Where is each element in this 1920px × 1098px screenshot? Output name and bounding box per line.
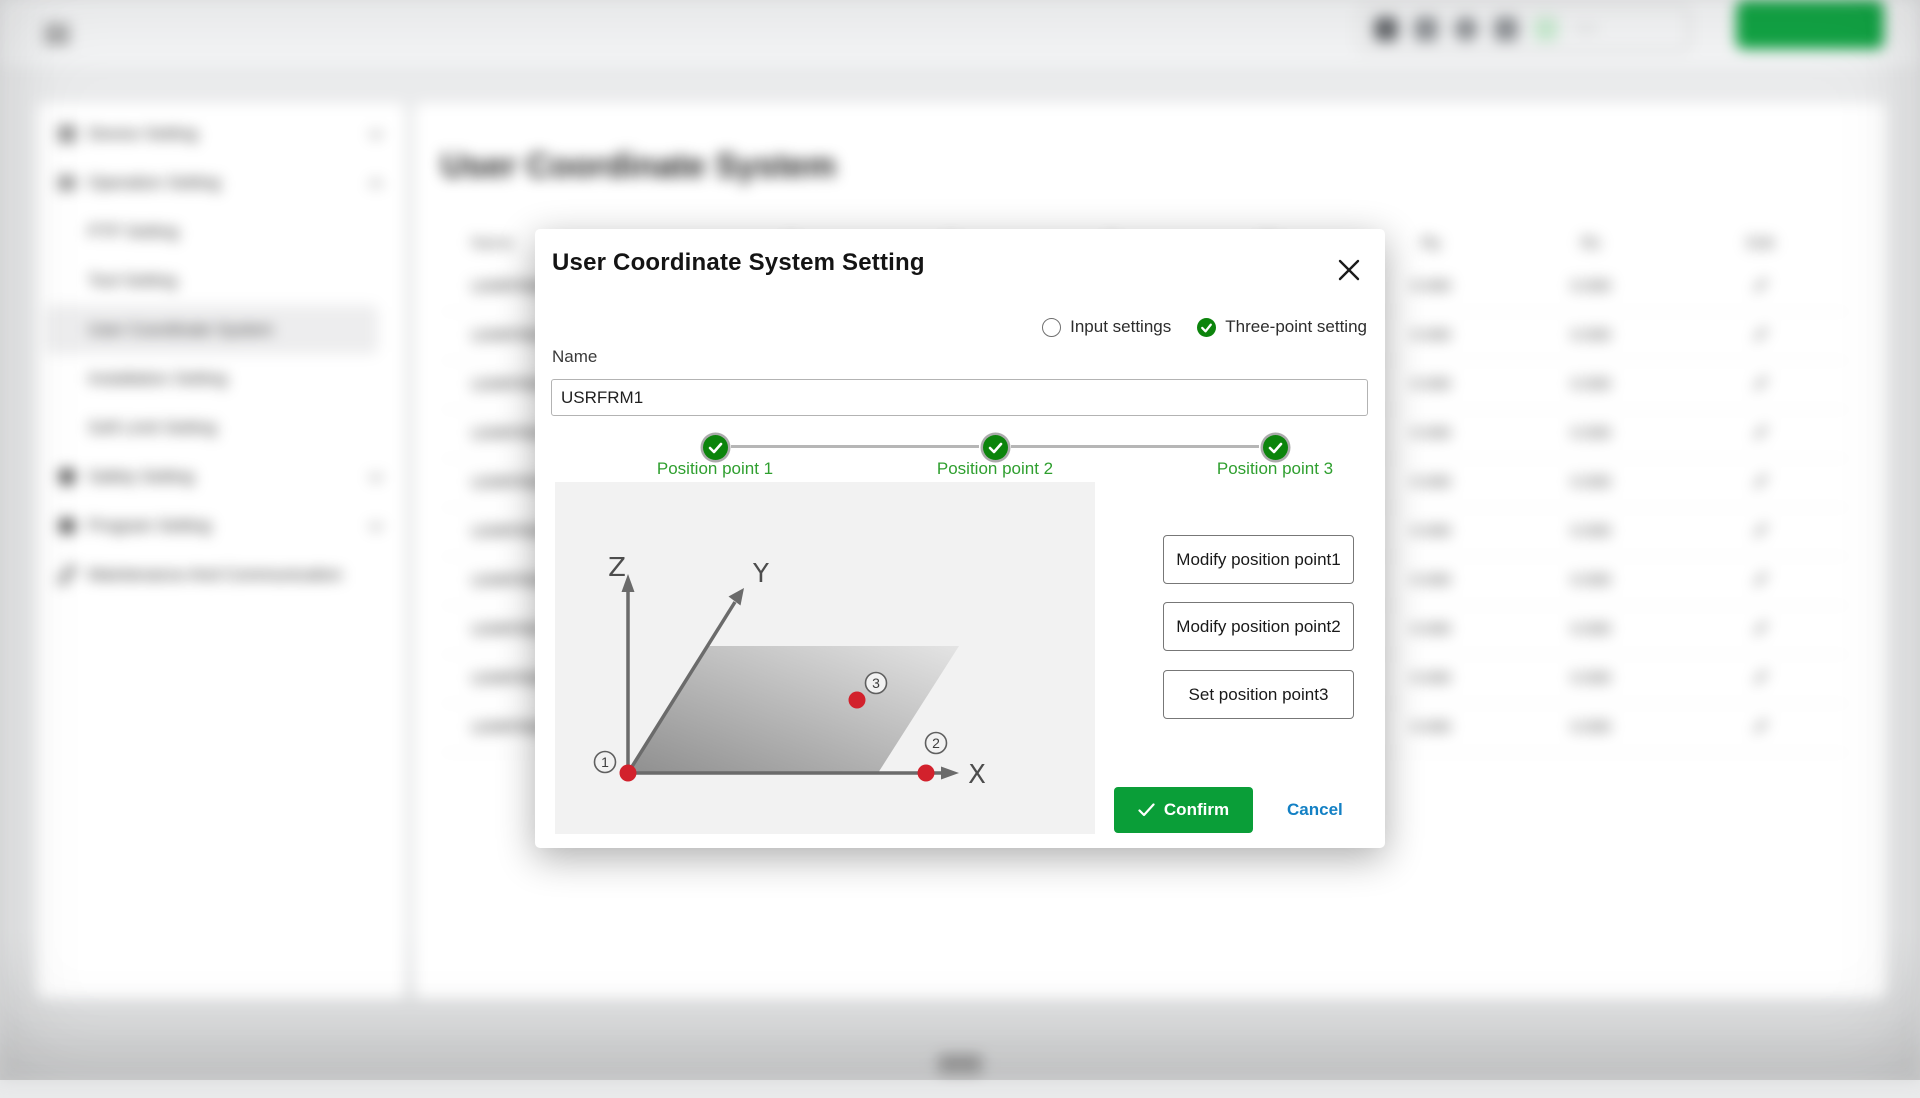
edit-pencil-icon[interactable]: [1751, 618, 1771, 643]
z-axis-label: Z: [608, 553, 626, 583]
robot-status-icon[interactable]: [1374, 16, 1398, 41]
plane-shape: [628, 646, 959, 773]
chevron-down-icon: [369, 124, 383, 144]
device-icon: [56, 123, 78, 145]
sidebar-item-user-coordinate-system[interactable]: User Coordinate System: [46, 305, 378, 354]
point-3-badge: [864, 671, 888, 695]
sidebar-item-tool-setting[interactable]: Tool Setting: [88, 270, 177, 290]
edit-pencil-icon[interactable]: [1751, 520, 1771, 545]
page-title: User Coordinate System: [441, 147, 836, 185]
edit-pencil-icon[interactable]: [1751, 373, 1771, 398]
radio-three-point-setting[interactable]: Three-point setting: [1197, 317, 1367, 337]
y-axis-label: Y: [752, 559, 769, 589]
point-1-badge: [593, 750, 617, 774]
x-axis-label: X: [968, 760, 986, 790]
edit-pencil-icon[interactable]: [1751, 275, 1771, 300]
setting-mode-radios: Input settings Three-point setting: [1042, 317, 1367, 337]
sidebar-item-label: Operation Setting: [88, 172, 221, 192]
point-3-dot: [848, 691, 866, 709]
tool-icon[interactable]: [1414, 16, 1438, 41]
cube-icon: [56, 515, 78, 537]
hamburger-menu-icon[interactable]: [44, 25, 70, 45]
check-icon: [1138, 803, 1155, 817]
edit-pencil-icon[interactable]: [1751, 569, 1771, 594]
sidebar: Device Setting Operation Setting PTP Set…: [37, 103, 405, 998]
sliders-icon: [56, 172, 78, 194]
edit-pencil-icon[interactable]: [1751, 471, 1771, 496]
point-2-badge: [924, 731, 948, 755]
point-1-number: 1: [601, 754, 609, 770]
step-2-label: Position point 2: [936, 459, 1054, 478]
coordinate-diagram: Z Y X 1 2 3: [593, 553, 986, 790]
step-1-check-icon: [703, 435, 728, 460]
cancel-button[interactable]: Cancel: [1287, 800, 1343, 819]
dialog-title: User Coordinate System Setting: [552, 249, 925, 276]
name-label: Name: [552, 347, 598, 366]
diagram-panel: Z Y X 1 2 3: [555, 482, 1095, 834]
confirm-button[interactable]: Confirm: [1114, 787, 1253, 833]
edit-pencil-icon[interactable]: [1751, 422, 1771, 447]
step-3-label: Position point 3: [1216, 459, 1334, 478]
modify-position-point1-button[interactable]: Modify position point1: [1163, 535, 1354, 584]
more-options-icon[interactable]: ⋯: [1574, 14, 1599, 42]
set-position-point3-button[interactable]: Set position point3: [1163, 670, 1354, 719]
radio-circle-icon: [1042, 317, 1062, 337]
shield-icon: [56, 466, 78, 488]
sidebar-item-maintenance[interactable]: Maintenance And Communication: [37, 550, 405, 599]
point-2-number: 2: [932, 735, 940, 751]
step-2-check-icon: [983, 435, 1008, 460]
user-coordinate-system-setting-dialog: User Coordinate System Setting Input set…: [535, 229, 1385, 848]
coordinate-icon[interactable]: [1494, 16, 1518, 41]
radio-label: Three-point setting: [1225, 317, 1367, 336]
link-icon: [56, 564, 78, 586]
sidebar-item-safety-setting[interactable]: Safety Setting: [37, 452, 405, 501]
sidebar-item-device-setting[interactable]: Device Setting: [37, 109, 405, 158]
radio-input-settings[interactable]: Input settings: [1042, 317, 1171, 337]
step-connector: [1011, 445, 1259, 448]
point-3-number: 3: [872, 675, 880, 691]
radio-label: Input settings: [1070, 317, 1172, 336]
y-axis: [626, 601, 737, 774]
sidebar-item-program-setting[interactable]: Program Setting: [37, 501, 405, 550]
chevron-down-icon: [369, 516, 383, 536]
edit-pencil-icon[interactable]: [1751, 667, 1771, 692]
sidebar-item-label: Device Setting: [88, 123, 198, 143]
chevron-up-icon: [369, 173, 383, 193]
z-arrowhead: [621, 574, 635, 592]
bottom-handle: [938, 1054, 982, 1074]
confirm-label: Confirm: [1163, 800, 1230, 819]
close-icon[interactable]: [1333, 254, 1365, 286]
sidebar-item-operation-setting[interactable]: Operation Setting: [37, 158, 405, 207]
point-2-dot: [917, 764, 935, 782]
speed-icon[interactable]: [1454, 16, 1478, 41]
sidebar-item-ptp-setting[interactable]: PTP Setting: [88, 221, 179, 241]
x-arrowhead: [941, 766, 959, 780]
sidebar-item-installation-setting[interactable]: Installation Setting: [88, 368, 227, 388]
radio-check-icon: [1197, 317, 1217, 337]
edit-pencil-icon[interactable]: [1751, 716, 1771, 741]
modify-position-point2-button[interactable]: Modify position point2: [1163, 602, 1354, 651]
step-3-check-icon: [1263, 435, 1288, 460]
enable-button[interactable]: [1736, 0, 1884, 49]
chevron-down-icon: [369, 467, 383, 487]
topbar-tool-group: ⋯: [1358, 5, 1690, 52]
jog-mode-icon[interactable]: [1534, 16, 1558, 41]
edit-pencil-icon[interactable]: [1751, 324, 1771, 349]
y-arrowhead: [728, 588, 744, 606]
step-1-label: Position point 1: [656, 459, 774, 478]
step-connector: [731, 445, 979, 448]
sidebar-item-soft-limit-setting[interactable]: Soft Limit Setting: [88, 417, 217, 437]
name-input[interactable]: [551, 379, 1368, 416]
point-1-dot: [619, 764, 637, 782]
